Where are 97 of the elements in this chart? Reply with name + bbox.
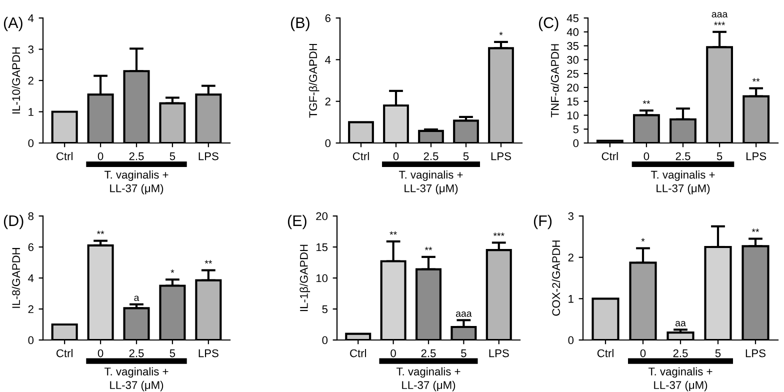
y-tick-label: 15 <box>567 98 579 106</box>
y-tick-label: 8 <box>28 212 34 220</box>
x-tick-label: LPS <box>198 349 218 358</box>
y-tick-label: 0 <box>325 139 331 148</box>
y-tick-label: 5 <box>573 125 579 134</box>
x-tick-label: 2.5 <box>676 152 690 160</box>
chart-title: (D) <box>4 214 24 230</box>
y-axis-title: IL-8/GAPDH <box>12 248 20 308</box>
x-tick-label: LPS <box>491 152 511 160</box>
annotation: * <box>641 238 645 242</box>
y-tick-label: 45 <box>566 14 579 22</box>
x-tick-label: 2.5 <box>424 152 438 160</box>
y-tick-label: 10 <box>316 274 328 282</box>
annotation: *** <box>714 22 726 26</box>
x-tick-label: LPS <box>746 152 766 160</box>
chart-title: (F) <box>534 214 552 230</box>
x-tick-label: 0 <box>98 349 104 358</box>
chart-title: (A) <box>4 16 22 32</box>
x-tick-label: 5 <box>461 349 466 358</box>
x-tick-label: Ctrl <box>56 349 72 358</box>
text: T. vaginalis + LL-37 (μM) <box>104 170 168 194</box>
y-tick-label: 5 <box>322 305 328 314</box>
y-tick-label: 4 <box>325 56 331 64</box>
y-tick-label: 0 <box>322 336 328 344</box>
x-tick-label: 5 <box>463 152 469 160</box>
y-tick-label: 2 <box>28 305 34 314</box>
y-tick-label: 4 <box>28 274 34 282</box>
y-axis-title: IL-10/GAPDH <box>12 47 20 114</box>
y-tick-label: 20 <box>567 84 579 92</box>
y-tick-label: 2 <box>325 98 330 106</box>
y-axis-title: COX-2/GAPDH <box>552 240 560 316</box>
y-tick-label: 6 <box>325 14 330 22</box>
x-tick-label: LPS <box>198 152 218 160</box>
chart-title: (B) <box>290 16 310 32</box>
annotation: ** <box>204 260 212 264</box>
x-tick-label: 0 <box>393 152 399 160</box>
x-tick-label: 5 <box>715 349 721 358</box>
annotation: aaa <box>712 12 728 18</box>
annotation: a <box>134 296 140 302</box>
x-tick-label: Ctrl <box>56 152 72 160</box>
x-tick-label: 0 <box>98 152 104 160</box>
x-tick-label: 0 <box>390 349 396 358</box>
annotation: aaa <box>456 312 472 317</box>
y-tick-label: 1 <box>568 295 574 303</box>
annotation: *** <box>493 232 504 236</box>
y-axis-title: IL-1β/GAPDH <box>300 244 310 312</box>
x-tick-label: Ctrl <box>602 152 618 160</box>
y-tick-label: 0 <box>568 336 574 344</box>
annotation: ** <box>390 231 397 235</box>
x-tick-label: Ctrl <box>350 349 366 358</box>
x-tick-label: Ctrl <box>597 349 614 358</box>
y-tick-label: 0 <box>573 139 579 148</box>
annotation: ** <box>424 246 432 250</box>
y-tick-label: 3 <box>568 212 574 220</box>
chart-title: (C) <box>538 16 558 32</box>
annotation: ** <box>752 78 760 82</box>
annotation: ** <box>96 230 104 234</box>
x-tick-label: 2.5 <box>421 349 436 358</box>
y-tick-label: 3 <box>28 46 34 54</box>
y-tick-label: 25 <box>567 70 579 78</box>
x-tick-label: Ctrl <box>352 152 369 160</box>
annotation: ** <box>642 100 650 104</box>
x-tick-label: 2.5 <box>129 152 144 160</box>
y-tick-label: 35 <box>567 42 579 50</box>
text: T. vaginalis + LL-37 (μM) <box>648 367 712 392</box>
x-tick-label: 5 <box>170 152 176 160</box>
y-tick-label: 4 <box>28 14 34 22</box>
text: T. vaginalis + LL-37 (μM) <box>396 367 460 392</box>
y-tick-label: 6 <box>28 243 34 252</box>
y-tick-label: 0 <box>28 336 34 344</box>
y-axis-title: TGF-β/GAPDH <box>308 44 320 118</box>
annotation: aa <box>676 321 686 326</box>
annotation: * <box>170 269 174 273</box>
x-tick-label: 5 <box>716 152 722 160</box>
x-tick-label: LPS <box>489 349 509 358</box>
x-tick-label: 2.5 <box>129 349 144 358</box>
chart-title: (E) <box>288 214 306 230</box>
y-axis-title: TNF-α/GAPDH <box>550 44 559 118</box>
x-tick-label: LPS <box>746 349 766 358</box>
y-tick-label: 15 <box>316 243 328 252</box>
y-tick-label: 10 <box>567 111 579 120</box>
y-tick-label: 2 <box>568 254 574 262</box>
y-tick-label: 1 <box>28 108 34 116</box>
y-tick-label: 40 <box>566 28 579 36</box>
y-tick-label: 0 <box>28 139 34 148</box>
x-tick-label: 5 <box>170 349 176 358</box>
x-tick-label: 2.5 <box>673 349 688 358</box>
x-tick-label: 0 <box>640 349 646 358</box>
x-tick-label: 0 <box>644 152 650 160</box>
text: T. vaginalis + LL-37 (μM) <box>398 170 463 194</box>
y-tick-label: 30 <box>567 56 579 64</box>
annotation: * <box>499 32 503 36</box>
text: T. vaginalis + LL-37 (μM) <box>104 367 168 392</box>
text: T. vaginalis + LL-37 (μM) <box>650 170 715 194</box>
y-tick-label: 20 <box>316 212 328 220</box>
y-tick-label: 2 <box>28 76 34 85</box>
annotation: ** <box>752 228 760 232</box>
